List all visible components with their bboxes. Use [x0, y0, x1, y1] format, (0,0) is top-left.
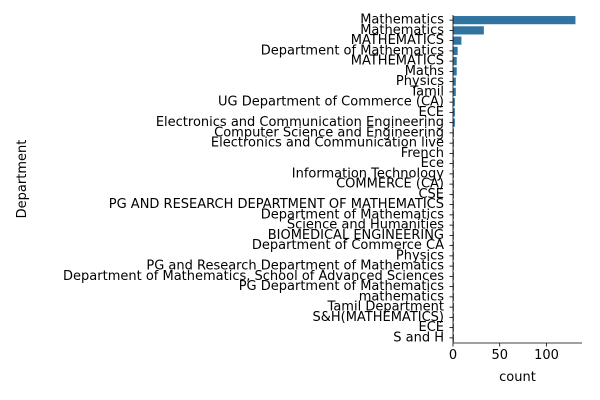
bar [453, 16, 576, 25]
category-label: Tamil [409, 84, 444, 99]
bar [453, 313, 454, 322]
category-label: Ece [421, 156, 444, 171]
category-label: Maths [405, 64, 445, 79]
bar [453, 77, 456, 86]
bar [453, 87, 456, 96]
category-label: PG AND RESEARCH DEPARTMENT OF MATHEMATIC… [109, 197, 444, 212]
category-label: CSE [418, 187, 444, 202]
bar [453, 231, 454, 240]
bar [453, 118, 455, 127]
category-label: Department of Commerce CA [252, 238, 444, 253]
x-ticks: 0 50 100 [449, 343, 559, 363]
bar [453, 169, 454, 178]
x-tick-label: 50 [491, 348, 508, 363]
bar [453, 36, 462, 45]
category-label: S&H(MATHEMATICS) [312, 310, 444, 325]
category-label: French [401, 146, 444, 161]
bar [453, 303, 454, 312]
category-label: ECE [418, 105, 444, 120]
bar [453, 323, 454, 332]
bar [453, 128, 454, 137]
category-label: Electronics and Communication Engineerin… [156, 115, 444, 130]
bar [453, 57, 457, 66]
category-label: Mathematics [360, 23, 444, 38]
bar [453, 190, 454, 199]
category-label: Computer Science and Engineering [214, 125, 444, 140]
category-label: Mathematics [360, 13, 444, 28]
bar [453, 98, 455, 107]
bar [453, 241, 454, 250]
category-label: Department of Mathematics, School of Adv… [63, 269, 444, 284]
y-ticks [449, 19, 453, 339]
category-label: Department of Mathematics [261, 207, 444, 222]
bar [453, 292, 454, 301]
bar [453, 108, 455, 117]
bar [453, 282, 454, 291]
bar [453, 159, 454, 168]
category-label: COMMERCE (CA) [336, 177, 444, 192]
bar [453, 221, 454, 230]
category-label: Science and Humanities [287, 218, 444, 233]
category-label: PG and Research Department of Mathematic… [146, 259, 444, 274]
y-axis-title: Department [15, 140, 30, 219]
category-label: Tamil Department [327, 300, 444, 315]
bar [453, 139, 454, 148]
bar [453, 251, 454, 260]
category-label: S and H [393, 330, 444, 345]
category-label: Physics [396, 74, 444, 89]
x-tick-label: 0 [449, 348, 457, 363]
category-label: Physics [396, 248, 444, 263]
category-label: MATHEMATICS [351, 33, 444, 48]
category-label: mathematics [359, 289, 444, 304]
bar [453, 262, 454, 271]
bar [453, 46, 458, 55]
bar [453, 67, 457, 76]
category-label: ECE [418, 320, 444, 335]
x-axis-title: count [499, 370, 536, 385]
bar [453, 26, 484, 35]
x-tick-label: 100 [534, 348, 559, 363]
category-label: Department of Mathematics [261, 43, 444, 58]
category-label: Electronics and Communication live [211, 136, 444, 151]
category-label: Information Technology [292, 166, 445, 181]
bar [453, 333, 454, 342]
bar [453, 200, 454, 209]
category-label: BIOMEDICAL ENGINEERING [268, 228, 444, 243]
bar [453, 149, 454, 158]
category-label: UG Department of Commerce (CA) [218, 95, 444, 110]
category-label: MATHEMATICS [351, 54, 444, 69]
category-label: PG Department of Mathematics [239, 279, 445, 294]
bar [453, 272, 454, 281]
bar [453, 180, 454, 189]
bar [453, 210, 454, 219]
bars-group [453, 16, 576, 342]
